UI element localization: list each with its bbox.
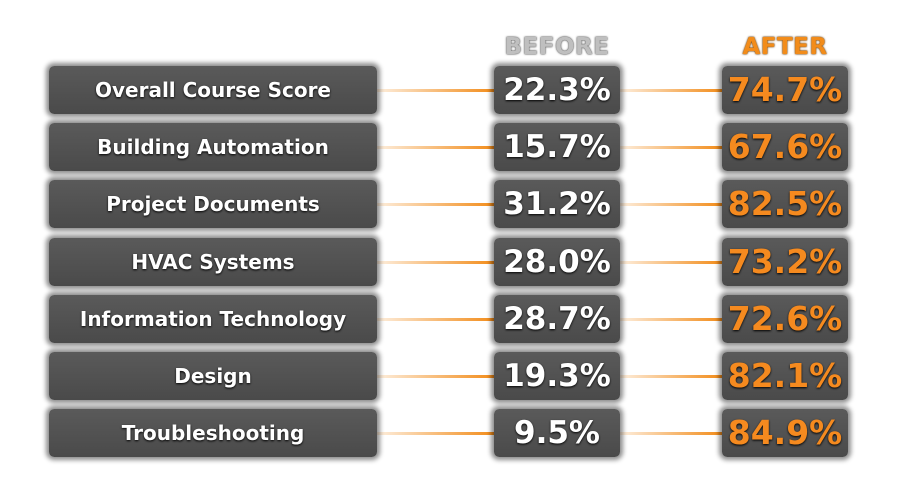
- before-value: 9.5%: [494, 409, 620, 457]
- table-row: Overall Course Score 22.3% 74.7%: [0, 66, 899, 116]
- category-label: Project Documents: [49, 180, 377, 228]
- table-row: HVAC Systems 28.0% 73.2%: [0, 238, 899, 288]
- connector-line: [377, 203, 494, 206]
- connector-line: [377, 318, 494, 321]
- category-label: Design: [49, 352, 377, 400]
- before-value: 31.2%: [494, 180, 620, 228]
- before-value: 15.7%: [494, 123, 620, 171]
- after-value: 82.1%: [722, 352, 848, 400]
- connector-line: [377, 375, 494, 378]
- connector-line: [620, 375, 722, 378]
- after-value: 82.5%: [722, 180, 848, 228]
- category-label: Troubleshooting: [49, 409, 377, 457]
- category-label: Overall Course Score: [49, 66, 377, 114]
- after-column-header: AFTER: [742, 34, 828, 60]
- table-row: Information Technology 28.7% 72.6%: [0, 295, 899, 345]
- after-value: 67.6%: [722, 123, 848, 171]
- before-value: 19.3%: [494, 352, 620, 400]
- table-row: Building Automation 15.7% 67.6%: [0, 123, 899, 173]
- before-value: 28.7%: [494, 295, 620, 343]
- before-column-header: BEFORE: [504, 34, 610, 60]
- category-label: Building Automation: [49, 123, 377, 171]
- connector-line: [377, 432, 494, 435]
- after-value: 74.7%: [722, 66, 848, 114]
- connector-line: [620, 146, 722, 149]
- connector-line: [377, 89, 494, 92]
- after-value: 73.2%: [722, 238, 848, 286]
- category-label: HVAC Systems: [49, 238, 377, 286]
- connector-line: [377, 146, 494, 149]
- connector-line: [377, 261, 494, 264]
- table-row: Design 19.3% 82.1%: [0, 352, 899, 402]
- after-value: 84.9%: [722, 409, 848, 457]
- connector-line: [620, 261, 722, 264]
- connector-line: [620, 432, 722, 435]
- category-label: Information Technology: [49, 295, 377, 343]
- connector-line: [620, 89, 722, 92]
- table-row: Troubleshooting 9.5% 84.9%: [0, 409, 899, 459]
- table-row: Project Documents 31.2% 82.5%: [0, 180, 899, 230]
- connector-line: [620, 203, 722, 206]
- before-value: 22.3%: [494, 66, 620, 114]
- after-value: 72.6%: [722, 295, 848, 343]
- before-value: 28.0%: [494, 238, 620, 286]
- connector-line: [620, 318, 722, 321]
